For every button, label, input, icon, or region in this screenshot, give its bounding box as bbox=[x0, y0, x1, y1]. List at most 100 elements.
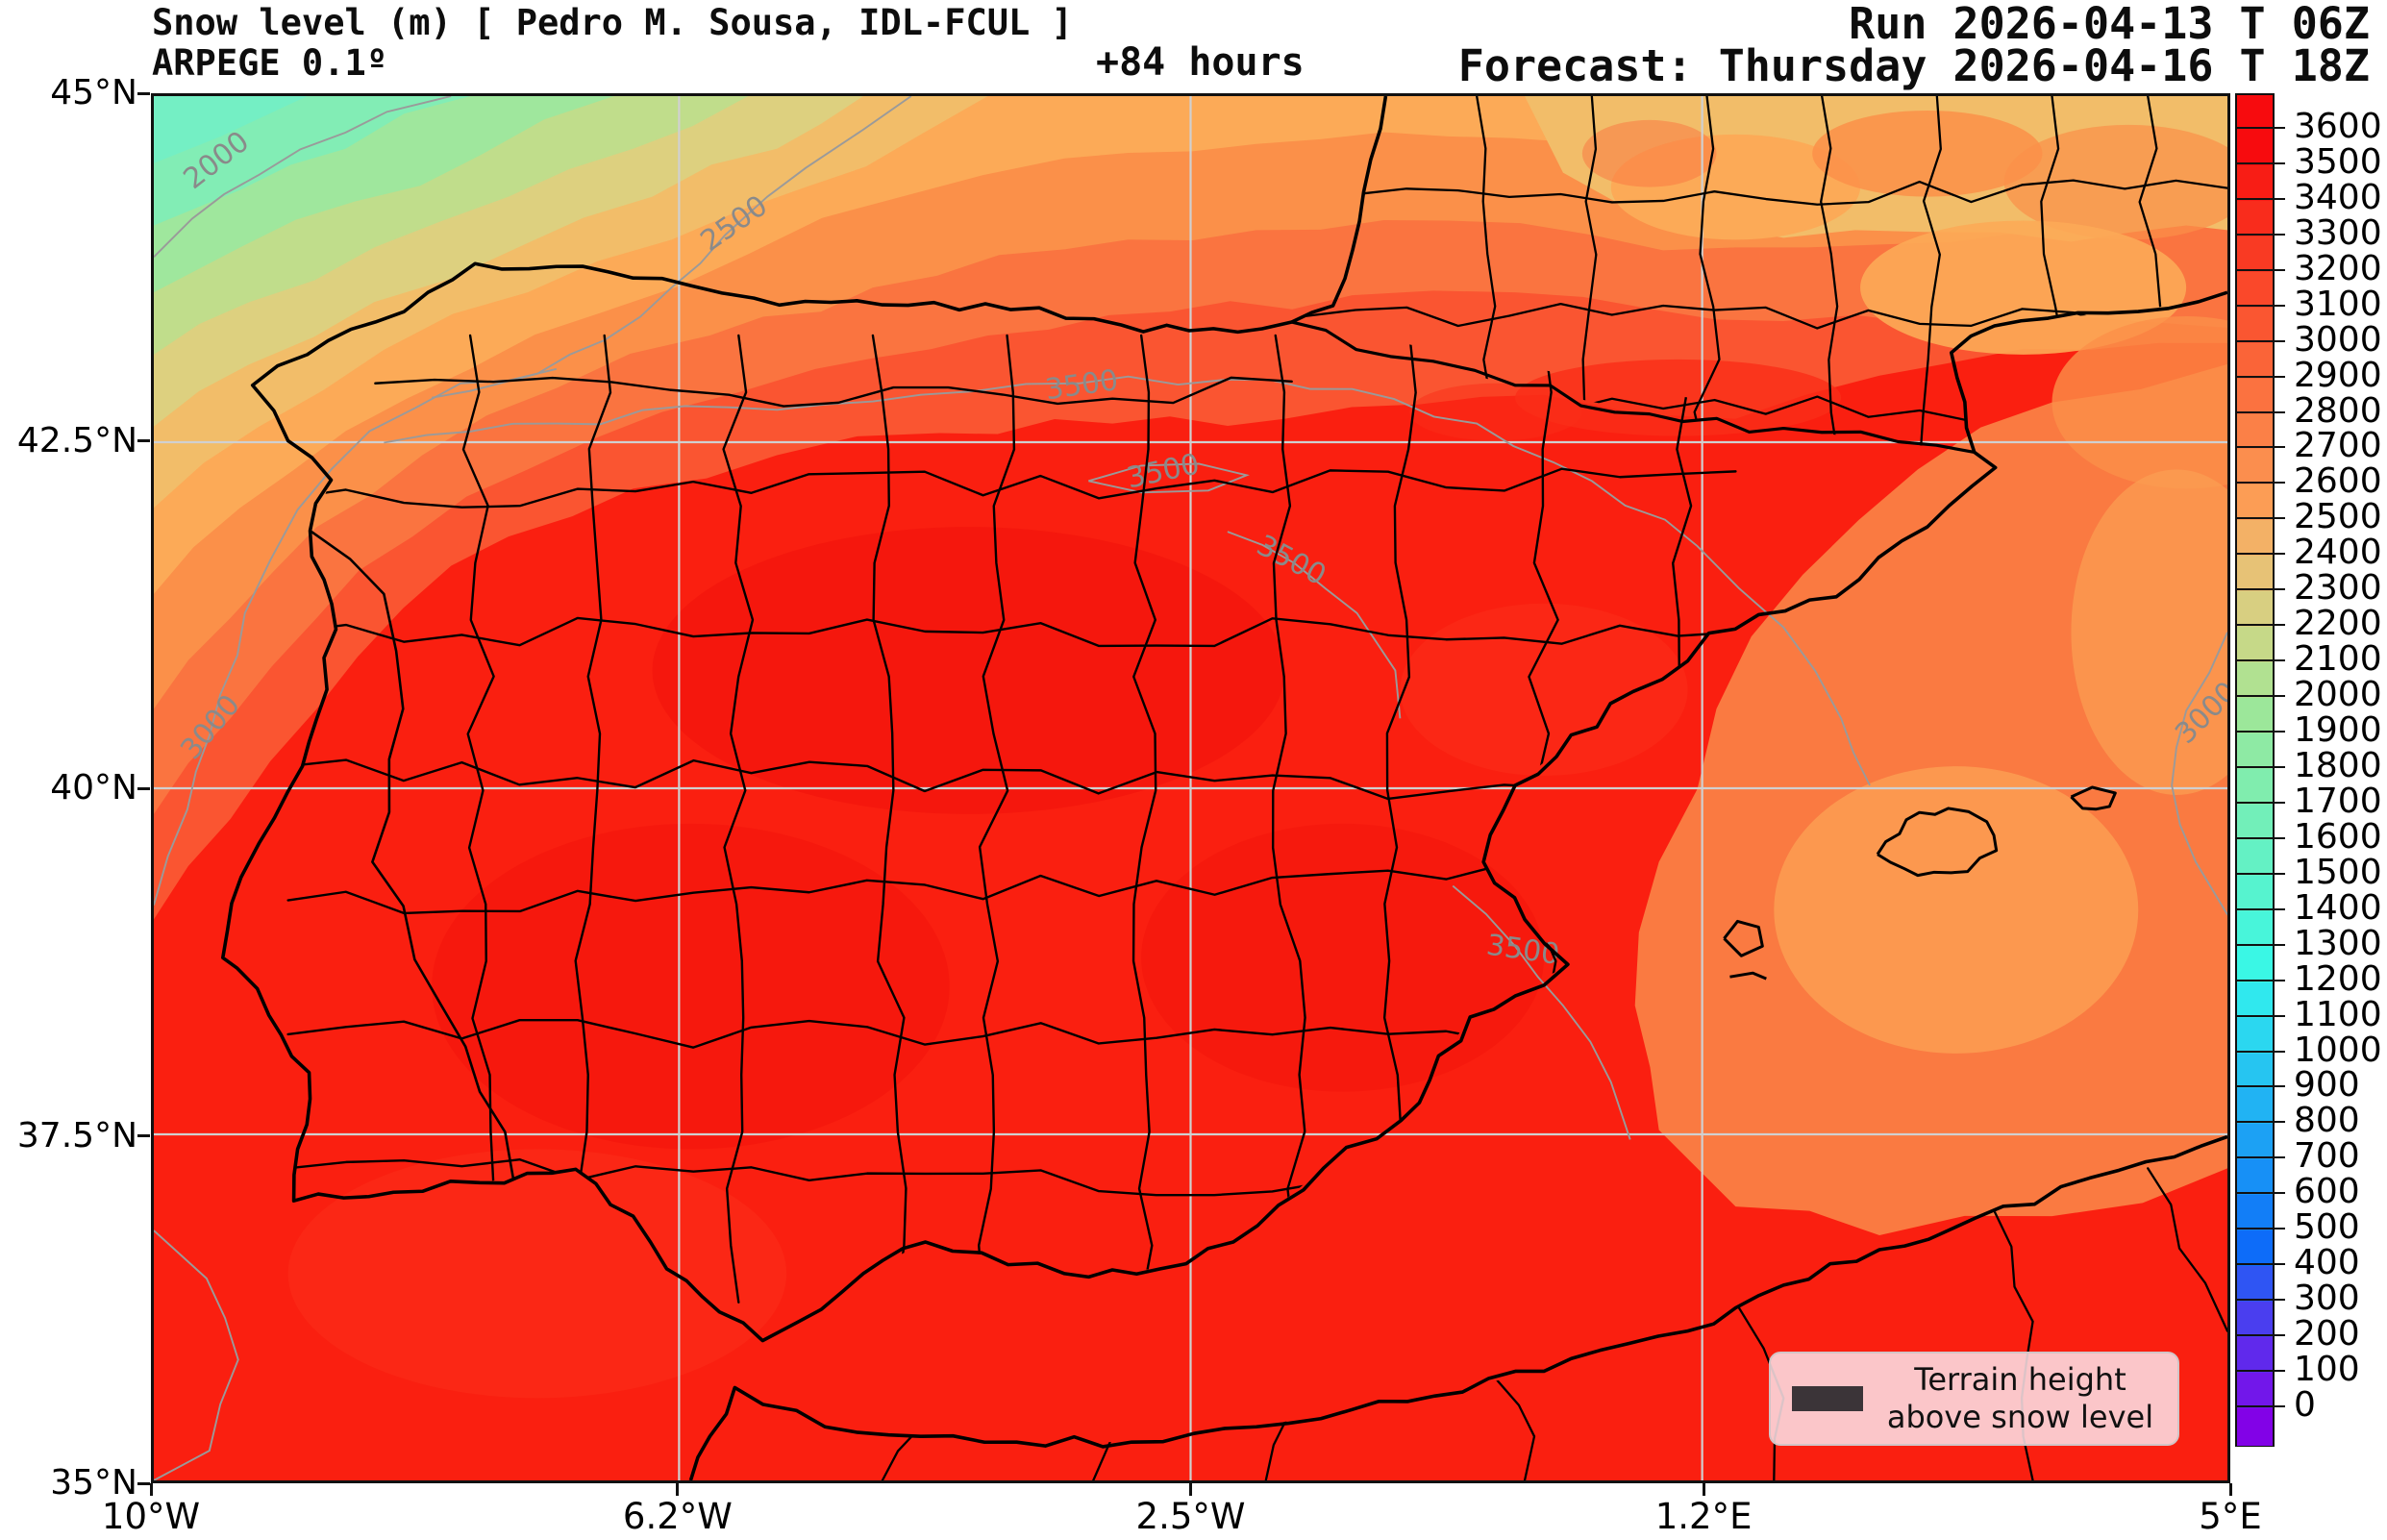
coastline bbox=[1950, 290, 2227, 454]
coastline bbox=[1290, 96, 1388, 324]
x-axis-label: 1.2°E bbox=[1654, 1496, 1753, 1537]
colorbar-segment bbox=[2237, 1088, 2273, 1126]
colorbar-tick bbox=[2235, 553, 2285, 556]
colorbar-tick bbox=[2235, 731, 2285, 733]
colorbar-segment bbox=[2237, 1195, 2273, 1231]
colorbar-segment bbox=[2237, 413, 2273, 451]
colorbar-segment bbox=[2237, 698, 2273, 734]
colorbar-tick bbox=[2235, 482, 2285, 484]
colorbar-tick-label: 3100 bbox=[2294, 284, 2382, 324]
colorbar-tick-label: 2300 bbox=[2294, 568, 2382, 609]
model-label: ARPEGE 0.1º bbox=[152, 42, 388, 84]
colorbar-tick-label: 2600 bbox=[2294, 461, 2382, 502]
colorbar-tick-label: 2100 bbox=[2294, 639, 2382, 680]
colorbar-tick bbox=[2235, 588, 2285, 591]
colorbar-segment bbox=[2237, 130, 2273, 166]
colorbar-tick bbox=[2235, 836, 2285, 839]
colorbar-tick-label: 2800 bbox=[2294, 390, 2382, 431]
y-axis-label: 45°N bbox=[50, 73, 137, 112]
colorbar-tick-label: 3600 bbox=[2294, 107, 2382, 146]
colorbar-tick bbox=[2235, 1228, 2285, 1230]
x-axis-tick bbox=[1189, 1483, 1192, 1496]
y-axis-tick bbox=[137, 91, 150, 95]
colorbar-tick bbox=[2235, 1156, 2285, 1159]
colorbar-segment bbox=[2237, 520, 2273, 557]
colorbar-segment bbox=[2237, 875, 2273, 912]
colorbar-tick-label: 1200 bbox=[2294, 958, 2382, 999]
colorbar-tick bbox=[2235, 1085, 2285, 1088]
colorbar-tick-label: 2700 bbox=[2294, 426, 2382, 466]
colorbar-tick-label: 3000 bbox=[2294, 319, 2382, 360]
colorbar-tick bbox=[2235, 1014, 2285, 1017]
colorbar-segment bbox=[2237, 768, 2273, 806]
island-coastline bbox=[1876, 807, 1999, 878]
colorbar-tick-label: 1400 bbox=[2294, 887, 2382, 928]
run-label: Run 2026-04-13 T 06Z bbox=[1849, 0, 2370, 49]
colorbar-tick-label: 800 bbox=[2294, 1101, 2360, 1141]
colorbar-tick-label: 200 bbox=[2294, 1314, 2360, 1354]
x-axis-tick bbox=[676, 1483, 680, 1496]
plot-title: Snow level (m) [ Pedro M. Sousa, IDL-FCU… bbox=[152, 2, 1073, 43]
colorbar-tick bbox=[2235, 1050, 2285, 1053]
y-axis-tick bbox=[137, 439, 150, 442]
colorbar-tick bbox=[2235, 233, 2285, 236]
colorbar-segment bbox=[2237, 981, 2273, 1019]
colorbar-tick bbox=[2235, 410, 2285, 413]
y-axis-tick bbox=[137, 1481, 150, 1485]
y-axis-tick bbox=[137, 1134, 150, 1137]
colorbar-tick-label: 2400 bbox=[2294, 533, 2382, 573]
coastline bbox=[221, 261, 1998, 1343]
colorbar-segment bbox=[2237, 378, 2273, 415]
colorbar-tick-label: 0 bbox=[2294, 1384, 2316, 1425]
colorbar-tick-label: 1500 bbox=[2294, 852, 2382, 892]
colorbar-tick bbox=[2235, 161, 2285, 164]
colorbar-segment bbox=[2237, 200, 2273, 237]
colorbar-segment bbox=[2237, 449, 2273, 486]
colorbar-tick bbox=[2235, 375, 2285, 378]
colorbar-segment bbox=[2237, 164, 2273, 202]
colorbar-tick bbox=[2235, 517, 2285, 520]
x-axis-label: 5°E bbox=[2199, 1496, 2262, 1537]
colorbar-tick bbox=[2235, 304, 2285, 307]
colorbar-segment bbox=[2237, 95, 2273, 131]
colorbar-tick bbox=[2235, 872, 2285, 875]
colorbar-tick bbox=[2235, 624, 2285, 627]
colorbar-segment bbox=[2237, 1230, 2273, 1267]
colorbar-segment bbox=[2237, 1302, 2273, 1338]
colorbar-tick bbox=[2235, 943, 2285, 946]
x-axis-tick bbox=[1702, 1483, 1705, 1496]
colorbar-tick bbox=[2235, 1121, 2285, 1124]
x-axis-tick bbox=[149, 1483, 153, 1496]
x-axis-label: 10°W bbox=[101, 1496, 201, 1537]
colorbar-tick-label: 600 bbox=[2294, 1172, 2360, 1212]
colorbar-segment bbox=[2237, 591, 2273, 628]
y-axis-label: 40°N bbox=[50, 768, 137, 807]
colorbar-tick-label: 2500 bbox=[2294, 497, 2382, 537]
colorbar-tick-label: 300 bbox=[2294, 1279, 2360, 1319]
colorbar-segment bbox=[2237, 484, 2273, 521]
colorbar-segment bbox=[2237, 627, 2273, 663]
colorbar-tick-label: 100 bbox=[2294, 1350, 2360, 1390]
island-coastline bbox=[1729, 971, 1767, 981]
colorbar-tick bbox=[2235, 1299, 2285, 1302]
colorbar-tick-label: 2900 bbox=[2294, 355, 2382, 395]
colorbar-segment bbox=[2237, 910, 2273, 948]
colorbar-segment bbox=[2237, 1266, 2273, 1303]
colorbar-tick bbox=[2235, 1192, 2285, 1195]
colorbar-segment bbox=[2237, 1159, 2273, 1196]
y-axis-label: 37.5°N bbox=[16, 1115, 137, 1155]
colorbar-segment bbox=[2237, 307, 2273, 344]
colorbar-tick bbox=[2235, 659, 2285, 662]
colorbar-tick bbox=[2235, 1263, 2285, 1266]
colorbar-tick-label: 700 bbox=[2294, 1136, 2360, 1177]
colorbar-segment bbox=[2237, 1407, 2273, 1446]
colorbar-tick-label: 2000 bbox=[2294, 675, 2382, 715]
colorbar-segment bbox=[2237, 946, 2273, 983]
island-coastline bbox=[1723, 919, 1764, 957]
colorbar-tick bbox=[2235, 907, 2285, 910]
coastline bbox=[1291, 320, 1976, 455]
colorbar-segment bbox=[2237, 236, 2273, 273]
colorbar-segment bbox=[2237, 1337, 2273, 1374]
